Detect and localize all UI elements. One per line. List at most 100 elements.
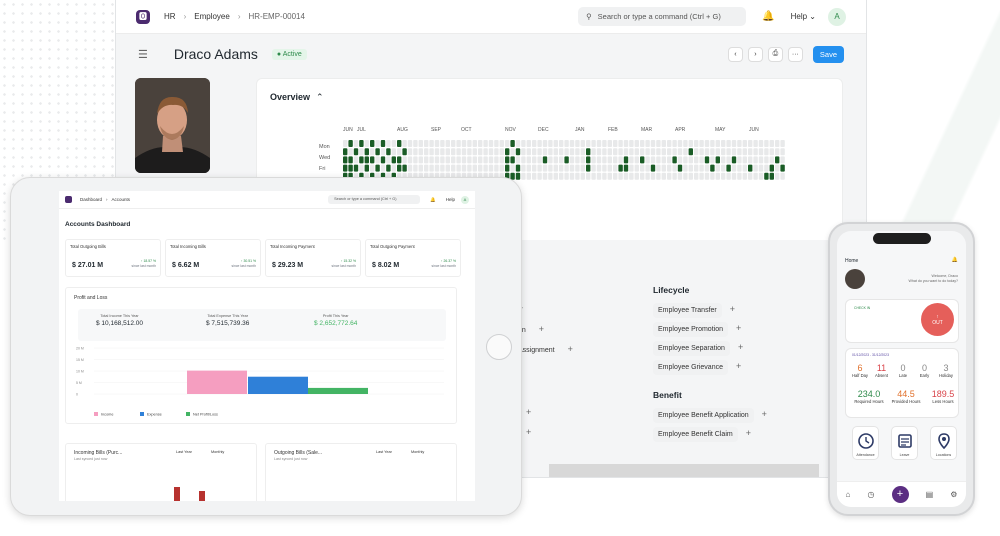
plus-icon[interactable]: + xyxy=(735,361,742,371)
help-menu[interactable]: Help ⌄ xyxy=(790,12,816,21)
heatmap-cell xyxy=(364,156,369,164)
plus-icon[interactable]: + xyxy=(526,407,532,417)
link-employee-grievance[interactable]: Employee Grievance xyxy=(653,360,728,375)
heatmap-cell xyxy=(677,148,683,156)
page-title: Accounts Dashboard xyxy=(65,221,131,228)
heatmap-cell xyxy=(424,148,429,156)
heatmap-cell xyxy=(548,172,553,180)
heatmap-cell xyxy=(559,140,564,147)
link-employee-promotion[interactable]: Employee Promotion xyxy=(653,322,728,337)
breadcrumb-employee[interactable]: Employee xyxy=(194,12,230,21)
page-header: ☰ Draco Adams ● Active ‹ › ⎙ ··· Save xyxy=(116,34,866,74)
heatmap-cell xyxy=(370,156,375,164)
heatmap-cell xyxy=(607,156,612,164)
print-icon[interactable]: ⎙ xyxy=(767,46,783,62)
heatmap-cell xyxy=(758,148,764,156)
heatmap-cell xyxy=(596,140,602,147)
plus-icon[interactable]: + xyxy=(745,428,751,438)
kpi-card[interactable]: Total Incoming Payment $ 29.23 M ↑ 15.32 %… xyxy=(265,239,361,277)
bell-icon[interactable]: 🔔 xyxy=(762,11,775,22)
heatmap-cell xyxy=(445,148,450,156)
plus-icon[interactable]: + xyxy=(737,342,744,352)
outgoing-filter-period[interactable]: Monthly xyxy=(411,450,425,454)
heatmap-cell xyxy=(499,140,504,147)
bar-net-profit-loss[interactable] xyxy=(308,387,368,394)
plus-icon[interactable]: + xyxy=(729,304,736,314)
link-employee-transfer[interactable]: Employee Transfer xyxy=(653,303,722,318)
plus-icon[interactable]: + xyxy=(735,323,742,333)
help-menu[interactable]: Help xyxy=(445,197,455,202)
incoming-filter-year[interactable]: Last Year xyxy=(176,450,192,454)
breadcrumb-record[interactable]: HR-EMP-00014 xyxy=(248,12,305,21)
save-button[interactable]: Save xyxy=(812,45,844,63)
app-logo[interactable]: 🅾 xyxy=(136,9,150,24)
heatmap-cell xyxy=(505,148,510,156)
overview-title[interactable]: Overview ⌃ xyxy=(270,92,324,103)
heatmap-cell xyxy=(386,140,391,147)
menu-icon[interactable]: ☰ xyxy=(138,48,148,61)
avatar[interactable]: A xyxy=(828,7,846,26)
heatmap-cell xyxy=(726,164,731,172)
hours-label: Provided Hours xyxy=(891,399,921,404)
heatmap-cell xyxy=(505,156,510,164)
outgoing-filter-year[interactable]: Last Year xyxy=(376,450,392,454)
plus-icon[interactable]: + xyxy=(538,324,545,334)
next-button[interactable]: › xyxy=(747,46,763,62)
heatmap-cell xyxy=(742,148,747,156)
check-out-button[interactable]: ↑ OUT xyxy=(921,303,954,336)
heatmap-cell xyxy=(467,156,472,164)
bar-income[interactable] xyxy=(187,370,247,394)
home-icon[interactable]: ⌂ xyxy=(845,490,851,499)
heatmap-cell xyxy=(391,148,396,156)
heatmap-cell xyxy=(456,156,461,164)
link-employee-separation[interactable]: Employee Separation xyxy=(653,341,730,356)
partial-link-2[interactable]: Assignment xyxy=(518,347,555,354)
bell-icon[interactable]: 🔔 xyxy=(430,196,436,202)
bell-icon[interactable]: 🔔 xyxy=(951,257,958,263)
action-leave[interactable]: Leave xyxy=(891,426,918,460)
heatmap-cell xyxy=(483,148,488,156)
more-icon[interactable]: ··· xyxy=(787,46,803,62)
action-locations[interactable]: Locations xyxy=(930,426,957,460)
breadcrumb-hr[interactable]: HR xyxy=(164,12,176,21)
heatmap-cell xyxy=(451,156,456,164)
kpi-card[interactable]: Total Incoming Bills $ 6.62 M ↑ 30.51 % sin… xyxy=(165,239,261,277)
link-benefit-application[interactable]: Employee Benefit Application xyxy=(653,408,754,423)
heatmap-cell xyxy=(402,140,407,147)
heatmap-cell xyxy=(634,140,639,147)
heatmap-cell xyxy=(397,164,402,172)
kpi-card[interactable]: Total Outgoing Payment $ 8.02 M ↑ 26.37 % s… xyxy=(365,239,461,277)
heatmap-cell xyxy=(710,156,715,164)
add-icon[interactable]: + xyxy=(891,486,909,503)
link-benefit-claim[interactable]: Employee Benefit Claim xyxy=(653,427,738,442)
heatmap-cell xyxy=(370,140,375,147)
previous-button[interactable]: ‹ xyxy=(727,46,743,62)
avatar[interactable]: A xyxy=(461,195,469,204)
search-input[interactable]: Search or type a command (Ctrl + G) xyxy=(328,195,421,204)
avatar[interactable] xyxy=(845,269,865,289)
breadcrumb-accounts[interactable]: Accounts xyxy=(111,197,131,202)
heatmap-cell xyxy=(472,148,477,156)
action-attendance[interactable]: Attendance xyxy=(852,426,879,460)
list-icon[interactable]: ▤ xyxy=(925,490,934,499)
breadcrumb-dashboard[interactable]: Dashboard xyxy=(80,197,103,202)
bar-expense[interactable] xyxy=(248,376,308,394)
plus-icon[interactable]: + xyxy=(526,427,532,437)
heatmap-cell xyxy=(564,164,569,172)
plus-icon[interactable]: + xyxy=(761,409,767,419)
heatmap-cell xyxy=(634,164,639,172)
incoming-bills-title: Incoming Bills (Purc... xyxy=(74,450,123,456)
heatmap-cell xyxy=(661,164,666,172)
heatmap-cell xyxy=(488,164,494,172)
search-input[interactable]: ⚲ Search or type a command (Ctrl + G) xyxy=(578,7,747,26)
app-logo[interactable] xyxy=(65,196,72,203)
kpi-card[interactable]: Total Outgoing Bills $ 27.01 M ↑ 18.57 % si… xyxy=(65,239,161,277)
heatmap-cell xyxy=(602,156,607,164)
history-icon[interactable]: ◷ xyxy=(867,490,875,499)
plus-icon[interactable]: + xyxy=(567,344,573,354)
incoming-filter-period[interactable]: Monthly xyxy=(211,450,225,454)
gear-icon[interactable]: ⚙ xyxy=(950,490,958,499)
heatmap-month: MAR xyxy=(641,127,653,133)
heatmap-cell xyxy=(359,164,364,172)
welcome-text: Welcome, Draco xyxy=(931,274,959,278)
